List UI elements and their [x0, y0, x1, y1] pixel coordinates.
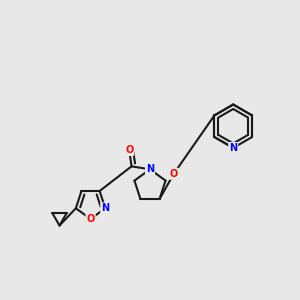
- Text: N: N: [229, 143, 237, 153]
- Text: O: O: [86, 214, 95, 224]
- Text: N: N: [146, 164, 154, 174]
- Text: O: O: [170, 169, 178, 179]
- Text: N: N: [101, 203, 109, 213]
- Text: O: O: [125, 145, 133, 155]
